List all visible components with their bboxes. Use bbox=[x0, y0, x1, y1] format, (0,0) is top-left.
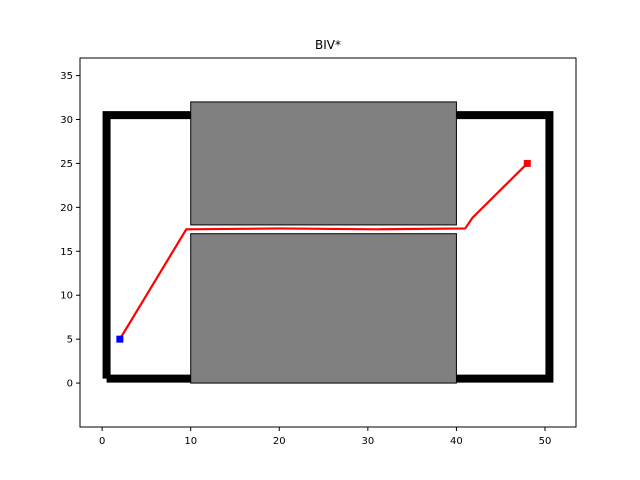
path-layer bbox=[118, 162, 529, 340]
axes-border bbox=[79, 57, 577, 428]
marker-layer bbox=[116, 159, 531, 343]
y-tick-label: 30 bbox=[60, 115, 73, 126]
y-tick-label: 10 bbox=[60, 291, 73, 302]
axes-frame bbox=[79, 57, 577, 428]
y-tick-label: 15 bbox=[60, 247, 73, 258]
obstacle-layer bbox=[190, 101, 457, 384]
y-tick-label: 25 bbox=[60, 159, 73, 170]
obstacle-lower bbox=[190, 233, 457, 384]
planned-path bbox=[118, 162, 529, 340]
x-tick-label: 30 bbox=[361, 436, 374, 447]
y-tick-label: 20 bbox=[60, 203, 73, 214]
goal-marker bbox=[523, 159, 531, 167]
x-tick-label: 10 bbox=[184, 436, 197, 447]
x-tick-label: 0 bbox=[99, 436, 105, 447]
x-tick-label: 50 bbox=[539, 436, 552, 447]
start-marker bbox=[116, 335, 124, 343]
y-axis-ticks: 0 5 10 15 20 25 30 35 bbox=[60, 71, 80, 390]
x-axis-ticks: 0 10 20 30 40 50 bbox=[99, 427, 551, 447]
y-tick-label: 0 bbox=[67, 379, 73, 390]
x-tick-label: 20 bbox=[273, 436, 286, 447]
x-tick-label: 40 bbox=[450, 436, 463, 447]
y-tick-label: 5 bbox=[67, 335, 73, 346]
obstacle-upper bbox=[190, 101, 457, 226]
chart-title: BIV* bbox=[315, 38, 341, 52]
y-tick-label: 35 bbox=[60, 71, 73, 82]
